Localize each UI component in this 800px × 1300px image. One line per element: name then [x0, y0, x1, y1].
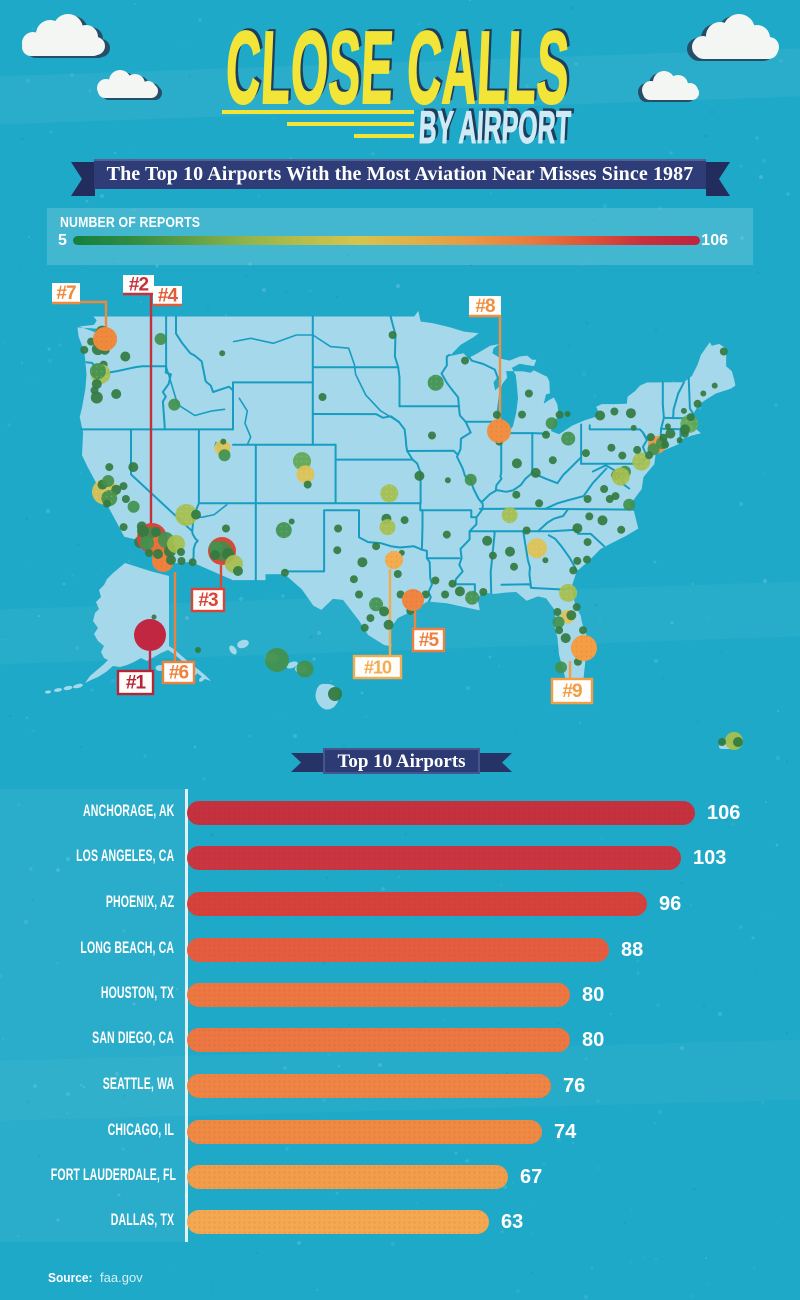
svg-text:#9: #9 — [562, 681, 582, 702]
svg-text:#4: #4 — [158, 286, 179, 307]
svg-text:#8: #8 — [475, 296, 495, 317]
svg-text:#6: #6 — [169, 663, 189, 684]
svg-text:#5: #5 — [419, 630, 440, 651]
svg-text:#7: #7 — [56, 283, 76, 304]
svg-text:#10: #10 — [364, 658, 392, 678]
svg-text:#2: #2 — [129, 275, 149, 296]
svg-text:#3: #3 — [198, 590, 218, 611]
svg-text:#1: #1 — [126, 673, 147, 694]
